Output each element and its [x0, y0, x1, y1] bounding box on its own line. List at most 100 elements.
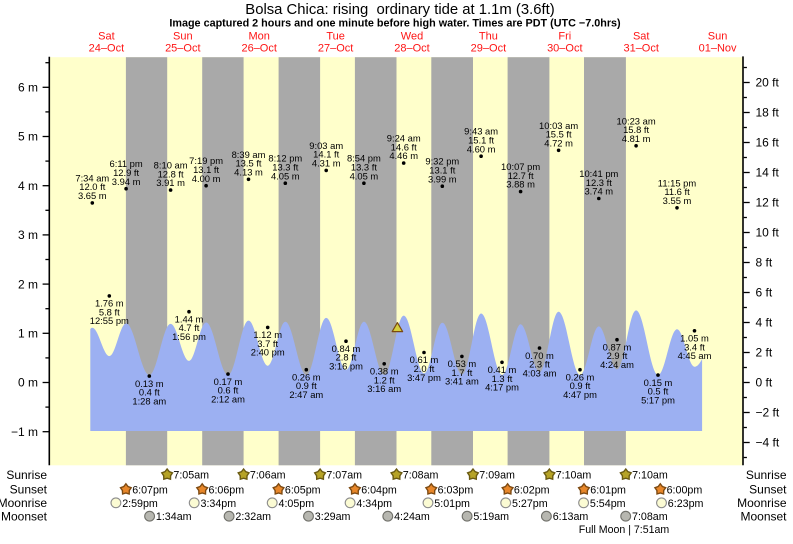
svg-text:3:41 am: 3:41 am — [445, 376, 479, 387]
svg-text:3.4 ft: 3.4 ft — [684, 341, 705, 352]
svg-text:4:03 am: 4:03 am — [523, 367, 557, 378]
svg-text:5:17 pm: 5:17 pm — [641, 394, 675, 405]
svg-text:3.74 m: 3.74 m — [584, 186, 613, 197]
svg-text:5 m: 5 m — [18, 130, 38, 144]
svg-text:28–Oct: 28–Oct — [394, 43, 429, 55]
svg-text:Image captured 2 hours and one: Image captured 2 hours and one minute be… — [169, 17, 621, 29]
svg-text:Sunset: Sunset — [749, 483, 787, 497]
svg-text:1.05 m: 1.05 m — [680, 333, 709, 344]
svg-text:−4 ft: −4 ft — [756, 436, 780, 450]
svg-text:4.72 m: 4.72 m — [544, 137, 573, 148]
svg-text:7:09am: 7:09am — [479, 470, 515, 482]
svg-text:3.94 m: 3.94 m — [112, 176, 141, 187]
svg-text:4:05pm: 4:05pm — [279, 498, 315, 510]
svg-text:5:54pm: 5:54pm — [590, 498, 626, 510]
svg-text:Full Moon | 7:51am: Full Moon | 7:51am — [579, 524, 670, 536]
svg-text:8:39 am: 8:39 am — [232, 149, 266, 160]
svg-text:4:47 pm: 4:47 pm — [563, 389, 597, 400]
svg-text:12.8 ft: 12.8 ft — [158, 168, 184, 179]
svg-text:0.70 m: 0.70 m — [525, 350, 554, 361]
svg-text:1.7 ft: 1.7 ft — [451, 367, 472, 378]
svg-text:0.84 m: 0.84 m — [332, 343, 361, 354]
svg-text:Sun: Sun — [173, 31, 193, 43]
svg-text:4:17 pm: 4:17 pm — [485, 382, 519, 393]
svg-text:1.3 ft: 1.3 ft — [492, 373, 513, 384]
svg-text:4:34pm: 4:34pm — [356, 498, 392, 510]
svg-text:4.81 m: 4.81 m — [622, 133, 651, 144]
svg-text:13.1 ft: 13.1 ft — [429, 165, 455, 176]
svg-text:0.61 m: 0.61 m — [410, 354, 439, 365]
svg-text:2:59pm: 2:59pm — [122, 498, 158, 510]
svg-text:6:04pm: 6:04pm — [361, 484, 397, 496]
svg-text:0.87 m: 0.87 m — [603, 341, 632, 352]
svg-text:8:12 pm: 8:12 pm — [268, 153, 302, 164]
svg-text:13.3 ft: 13.3 ft — [351, 162, 377, 173]
svg-text:1:34am: 1:34am — [156, 511, 192, 523]
svg-text:4.00 m: 4.00 m — [192, 173, 221, 184]
svg-text:7:07am: 7:07am — [326, 470, 362, 482]
svg-text:0.26 m: 0.26 m — [566, 371, 595, 382]
svg-text:4.31 m: 4.31 m — [312, 158, 341, 169]
svg-text:−2 ft: −2 ft — [756, 406, 780, 420]
svg-text:4:24 am: 4:24 am — [600, 359, 634, 370]
svg-text:20 ft: 20 ft — [756, 76, 780, 90]
svg-text:14.1 ft: 14.1 ft — [313, 149, 339, 160]
svg-text:11:15 pm: 11:15 pm — [658, 177, 697, 188]
svg-text:13.1 ft: 13.1 ft — [193, 164, 219, 175]
svg-text:4.05 m: 4.05 m — [271, 170, 300, 181]
svg-text:15.8 ft: 15.8 ft — [623, 124, 649, 135]
svg-text:12:55 pm: 12:55 pm — [90, 315, 129, 326]
svg-text:4.46 m: 4.46 m — [389, 150, 418, 161]
svg-text:7:19 pm: 7:19 pm — [189, 155, 223, 166]
svg-text:1.12 m: 1.12 m — [253, 329, 282, 340]
svg-text:5.8 ft: 5.8 ft — [99, 306, 120, 317]
svg-text:1.2 ft: 1.2 ft — [374, 374, 395, 385]
svg-text:Bolsa Chica: rising ordinary: Bolsa Chica: rising ordinary tide at 1.1… — [245, 2, 554, 18]
svg-text:Sunset: Sunset — [10, 483, 48, 497]
svg-text:4 m: 4 m — [18, 179, 38, 193]
svg-text:−1 m: −1 m — [11, 425, 38, 439]
svg-text:2.3 ft: 2.3 ft — [529, 359, 550, 370]
svg-text:6:06pm: 6:06pm — [209, 484, 245, 496]
svg-text:12.7 ft: 12.7 ft — [508, 170, 534, 181]
svg-text:4:24am: 4:24am — [394, 511, 430, 523]
svg-text:2:12 am: 2:12 am — [211, 393, 245, 404]
svg-text:2 m: 2 m — [18, 277, 38, 291]
svg-text:2:40 pm: 2:40 pm — [251, 347, 285, 358]
svg-text:24–Oct: 24–Oct — [89, 43, 124, 55]
svg-text:Sunrise: Sunrise — [6, 468, 47, 482]
svg-text:3.65 m: 3.65 m — [78, 190, 107, 201]
svg-text:5:19am: 5:19am — [473, 511, 509, 523]
svg-text:01–Nov: 01–Nov — [699, 43, 737, 55]
svg-text:9:32 pm: 9:32 pm — [425, 156, 459, 167]
svg-text:6:01pm: 6:01pm — [590, 484, 626, 496]
svg-text:26–Oct: 26–Oct — [241, 43, 276, 55]
svg-text:6:23pm: 6:23pm — [668, 498, 704, 510]
svg-text:0 m: 0 m — [18, 376, 38, 390]
svg-text:6:13am: 6:13am — [553, 511, 589, 523]
svg-text:3:16 am: 3:16 am — [367, 383, 401, 394]
svg-text:18 ft: 18 ft — [756, 106, 780, 120]
svg-text:0 ft: 0 ft — [756, 376, 773, 390]
svg-text:15.1 ft: 15.1 ft — [468, 135, 494, 146]
svg-text:Tue: Tue — [326, 31, 345, 43]
svg-text:6:03pm: 6:03pm — [438, 484, 474, 496]
svg-text:4.7 ft: 4.7 ft — [179, 322, 200, 333]
svg-text:0.41 m: 0.41 m — [488, 364, 517, 375]
svg-text:Moonset: Moonset — [1, 509, 48, 523]
svg-text:7:08am: 7:08am — [403, 470, 439, 482]
svg-text:8:10 am: 8:10 am — [154, 160, 188, 171]
svg-text:2.9 ft: 2.9 ft — [607, 350, 628, 361]
svg-text:0.5 ft: 0.5 ft — [648, 386, 669, 397]
svg-text:12.9 ft: 12.9 ft — [113, 167, 139, 178]
svg-text:0.4 ft: 0.4 ft — [139, 387, 160, 398]
svg-text:6:00pm: 6:00pm — [667, 484, 703, 496]
svg-text:2.0 ft: 2.0 ft — [414, 363, 435, 374]
svg-text:4.60 m: 4.60 m — [467, 143, 496, 154]
svg-text:2 ft: 2 ft — [756, 346, 773, 360]
svg-text:0.9 ft: 0.9 ft — [296, 380, 317, 391]
svg-text:3:34pm: 3:34pm — [201, 498, 237, 510]
svg-text:6:11 pm: 6:11 pm — [110, 158, 143, 169]
svg-text:7:06am: 7:06am — [250, 470, 286, 482]
svg-text:0.13 m: 0.13 m — [135, 378, 164, 389]
